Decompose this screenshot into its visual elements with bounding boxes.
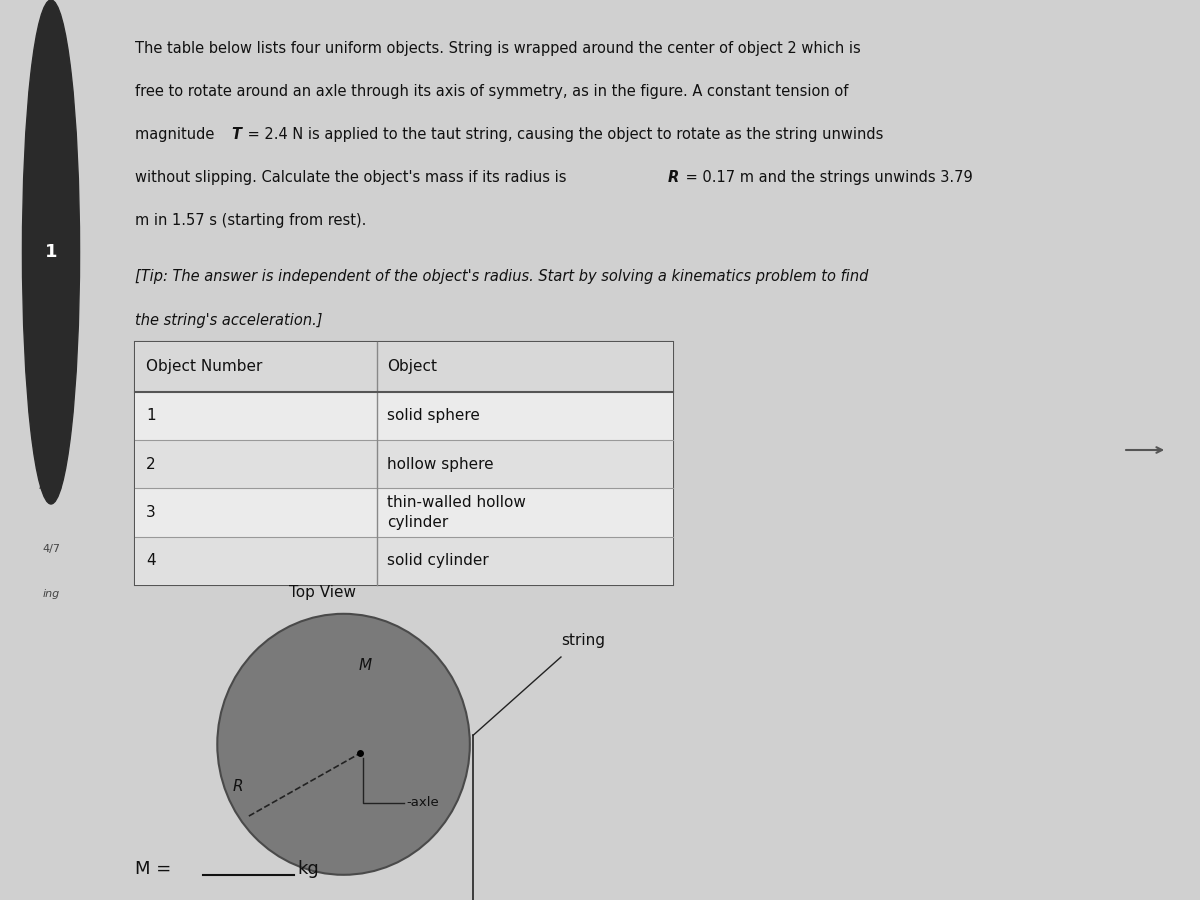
Text: hollow sphere: hollow sphere (388, 456, 494, 472)
Text: 4/7: 4/7 (42, 544, 60, 554)
Bar (134, 342, 673, 585)
Text: m in 1.57 s (starting from rest).: m in 1.57 s (starting from rest). (134, 213, 366, 229)
Bar (134, 342, 673, 392)
Text: 1: 1 (146, 409, 156, 423)
Text: The table below lists four uniform objects. String is wrapped around the center : The table below lists four uniform objec… (134, 40, 860, 56)
Text: Object: Object (388, 359, 438, 374)
Text: solid cylinder: solid cylinder (388, 554, 490, 568)
Circle shape (23, 0, 79, 504)
Bar (134, 440, 673, 488)
Text: T: T (232, 127, 241, 142)
Text: kg: kg (298, 860, 319, 878)
Text: M: M (359, 658, 372, 672)
Bar (134, 392, 673, 440)
Text: without slipping. Calculate the object's mass if its radius is: without slipping. Calculate the object's… (134, 170, 571, 185)
Bar (134, 489, 673, 536)
Text: free to rotate around an axle through its axis of symmetry, as in the figure. A : free to rotate around an axle through it… (134, 84, 848, 99)
Text: M =: M = (134, 860, 176, 878)
Text: bom: bom (38, 481, 64, 491)
Text: the string's acceleration.]: the string's acceleration.] (134, 312, 323, 328)
Text: ing: ing (42, 589, 60, 599)
Ellipse shape (217, 614, 470, 875)
Text: 3: 3 (146, 505, 156, 520)
Text: Object Number: Object Number (146, 359, 263, 374)
Text: thin-walled hollow
cylinder: thin-walled hollow cylinder (388, 495, 527, 529)
Text: 4: 4 (146, 554, 156, 568)
Bar (134, 536, 673, 585)
Text: R: R (233, 778, 244, 794)
Text: 1: 1 (44, 243, 58, 261)
Text: Top View: Top View (289, 585, 355, 600)
Text: string: string (560, 633, 605, 648)
Text: 2: 2 (146, 456, 156, 472)
Text: = 2.4 N is applied to the taut string, causing the object to rotate as the strin: = 2.4 N is applied to the taut string, c… (242, 127, 883, 142)
Text: = 0.17 m and the strings unwinds 3.79: = 0.17 m and the strings unwinds 3.79 (680, 170, 972, 185)
Text: R: R (667, 170, 679, 185)
Text: [Tip: The answer is independent of the object's radius. Start by solving a kinem: [Tip: The answer is independent of the o… (134, 269, 869, 284)
Text: solid sphere: solid sphere (388, 409, 480, 423)
Text: magnitude: magnitude (134, 127, 218, 142)
Text: -axle: -axle (406, 796, 439, 809)
